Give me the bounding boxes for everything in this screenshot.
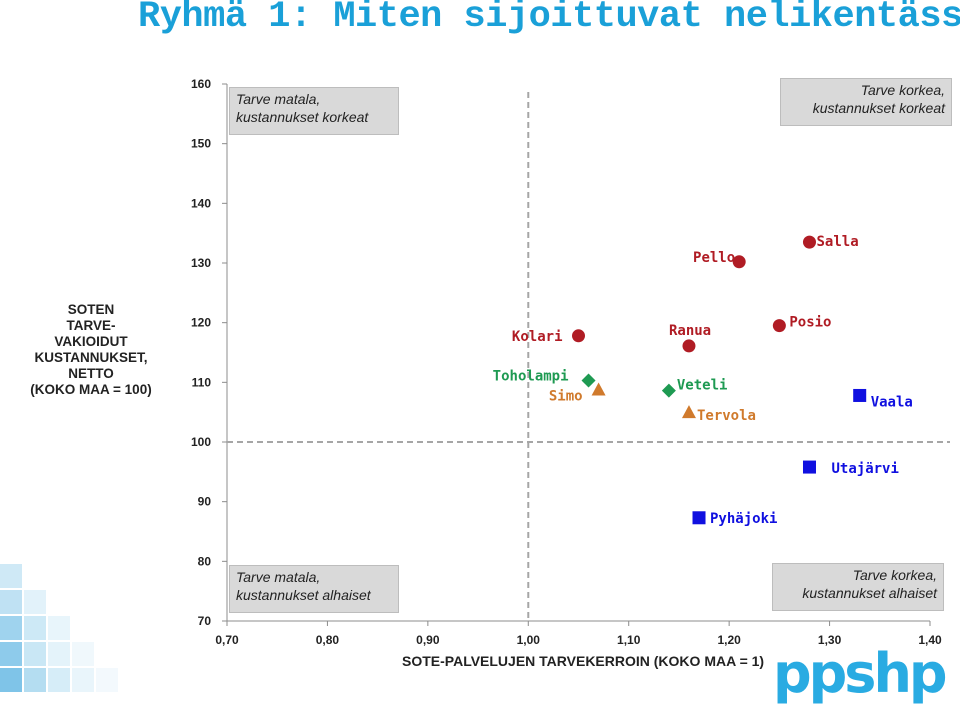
- decorative-tile: [72, 668, 94, 692]
- decorative-tile: [48, 616, 70, 640]
- y-axis-label-line: SOTEN: [67, 302, 115, 317]
- point-kolari-label: Kolari: [512, 329, 563, 345]
- point-posio-marker: [772, 319, 786, 333]
- quadrant-label-bottom-left: Tarve matala, kustannukset alhaiset: [229, 565, 399, 613]
- point-ranua-label: Ranua: [669, 323, 711, 339]
- y-tick-label: 130: [191, 256, 211, 270]
- x-tick-label: 1,10: [617, 633, 641, 647]
- y-tick-label: 150: [191, 137, 211, 151]
- decorative-tile: [24, 616, 46, 640]
- point-veteli-label: Veteli: [677, 378, 728, 394]
- decorative-tile: [24, 642, 46, 666]
- quadrant-label-line: Tarve korkea,: [852, 567, 937, 583]
- point-salla-label: Salla: [816, 234, 858, 250]
- decorative-tile: [0, 616, 22, 640]
- point-pyhajoki-marker: [692, 511, 706, 525]
- point-veteli-marker: [661, 383, 676, 398]
- quadrant-label-line: Tarve korkea,: [860, 82, 945, 98]
- x-tick-label: 0,70: [215, 633, 239, 647]
- x-tick-label: 0,80: [316, 633, 340, 647]
- decorative-tile-pattern: [0, 564, 130, 709]
- point-toholampi-label: Toholampi: [493, 369, 569, 385]
- point-vaala-marker: [853, 388, 867, 402]
- y-tick-label: 90: [198, 495, 212, 509]
- y-tick-label: 160: [191, 77, 211, 91]
- y-tick-label: 140: [191, 196, 211, 210]
- quadrant-label-bottom-right: Tarve korkea, kustannukset alhaiset: [772, 563, 944, 611]
- decorative-tile: [0, 668, 22, 692]
- y-axis-label-line: KUSTANNUKSET,: [34, 350, 148, 365]
- point-simo-marker: [591, 382, 606, 396]
- decorative-tile: [72, 642, 94, 666]
- decorative-tile: [0, 564, 22, 588]
- y-axis-label-line: (KOKO MAA = 100): [30, 382, 152, 397]
- ppshp-logo: ppshp: [773, 642, 948, 705]
- y-axis-label-line: NETTO: [68, 366, 114, 381]
- quadrant-label-line: Tarve matala,: [236, 91, 321, 107]
- y-tick-label: 80: [198, 554, 212, 568]
- quadrant-label-line: kustannukset korkeat: [236, 109, 369, 125]
- quadrant-label-line: kustannukset korkeat: [812, 100, 945, 116]
- y-axis-label-line: TARVE-: [66, 318, 116, 333]
- decorative-tile: [24, 590, 46, 614]
- point-posio-label: Posio: [789, 315, 831, 331]
- y-tick-label: 120: [191, 316, 211, 330]
- quadrant-label-line: kustannukset alhaiset: [236, 587, 371, 603]
- point-tervola-marker: [681, 405, 696, 419]
- page-title: Ryhmä 1: Miten sijoittuvat nelikentässä?: [138, 0, 960, 38]
- quadrant-label-line: Tarve matala,: [236, 569, 321, 585]
- point-utajarvi-marker: [802, 460, 816, 474]
- x-axis-label: SOTE-PALVELUJEN TARVEKERROIN (KOKO MAA =…: [402, 653, 765, 669]
- point-ranua-marker: [682, 339, 696, 353]
- y-axis-label: SOTEN TARVE- VAKIOIDUT KUSTANNUKSET, NET…: [30, 302, 152, 398]
- quadrant-label-top-left: Tarve matala, kustannukset korkeat: [229, 87, 399, 135]
- point-kolari-marker: [572, 329, 585, 343]
- x-tick-label: 1,20: [717, 633, 741, 647]
- x-tick-label: 1,00: [517, 633, 541, 647]
- y-tick-label: 110: [192, 375, 212, 389]
- decorative-tile: [0, 590, 22, 614]
- decorative-tile: [24, 668, 46, 692]
- point-toholampi-marker: [581, 373, 596, 388]
- x-tick-label: 1,40: [918, 633, 942, 647]
- y-tick-label: 70: [198, 614, 212, 628]
- quadrant-label-line: kustannukset alhaiset: [802, 585, 937, 601]
- point-vaala-label: Vaala: [871, 394, 913, 410]
- point-salla-marker: [802, 235, 816, 249]
- point-utajarvi-label: Utajärvi: [831, 461, 898, 477]
- point-pyhajoki-label: Pyhäjoki: [710, 511, 777, 527]
- x-tick-label: 0,90: [416, 633, 440, 647]
- point-simo-label: Simo: [549, 388, 583, 404]
- point-tervola-label: Tervola: [697, 408, 756, 424]
- y-tick-label: 100: [191, 435, 211, 449]
- decorative-tile: [48, 642, 70, 666]
- decorative-tile: [48, 668, 70, 692]
- decorative-tile: [96, 668, 118, 692]
- decorative-tile: [0, 642, 22, 666]
- x-tick-label: 1,30: [818, 633, 842, 647]
- point-pello-marker: [732, 255, 746, 269]
- quadrant-label-top-right: Tarve korkea, kustannukset korkeat: [780, 78, 952, 126]
- point-pello-label: Pello: [693, 250, 735, 266]
- y-axis-label-line: VAKIOIDUT: [54, 334, 128, 349]
